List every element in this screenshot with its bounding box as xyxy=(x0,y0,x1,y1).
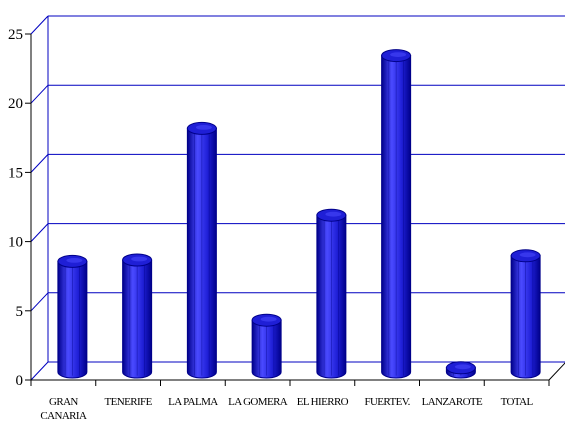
bar xyxy=(251,313,282,379)
x-tick-label: TOTAL xyxy=(501,396,534,408)
x-tick-label: FUERTEV. xyxy=(364,396,410,408)
side-gridline xyxy=(30,154,49,173)
y-tick-label: 20 xyxy=(8,96,23,112)
x-tick-label: LA GOMERA xyxy=(228,396,288,408)
bar xyxy=(381,49,412,379)
y-tick-label: 25 xyxy=(8,27,23,43)
bar xyxy=(316,208,347,379)
side-gridline xyxy=(30,292,49,312)
chart-bars xyxy=(57,49,541,379)
y-tick-label: 10 xyxy=(8,235,23,251)
side-gridline xyxy=(30,15,49,35)
bar xyxy=(510,249,541,379)
floor-right-edge xyxy=(548,362,565,381)
y-axis-ticks: 0 5 10 15 20 25 xyxy=(8,27,31,389)
bar xyxy=(445,361,476,379)
bar xyxy=(57,254,88,379)
bar xyxy=(122,253,153,379)
bar xyxy=(186,121,217,379)
y-tick-label: 0 xyxy=(16,373,24,389)
x-tick-label: TENERIFE xyxy=(105,396,153,408)
x-tick-label: LANZAROTE xyxy=(422,396,483,408)
chart-grid xyxy=(30,15,565,381)
chart-axes xyxy=(30,34,565,381)
y-tick-label: 15 xyxy=(8,165,23,181)
side-gridline xyxy=(30,223,49,242)
x-tick-label: EL HIERRO xyxy=(297,396,349,408)
x-axis-ticks: GRAN CANARIA TENERIFE LA PALMA LA GOMERA EL H… xyxy=(30,380,550,421)
x-tick-label: LA PALMA xyxy=(168,396,218,408)
side-gridline xyxy=(30,84,49,104)
y-tick-label: 5 xyxy=(16,304,24,320)
side-gridline xyxy=(30,361,49,381)
x-tick-label: GRAN CANARIA xyxy=(40,396,87,421)
